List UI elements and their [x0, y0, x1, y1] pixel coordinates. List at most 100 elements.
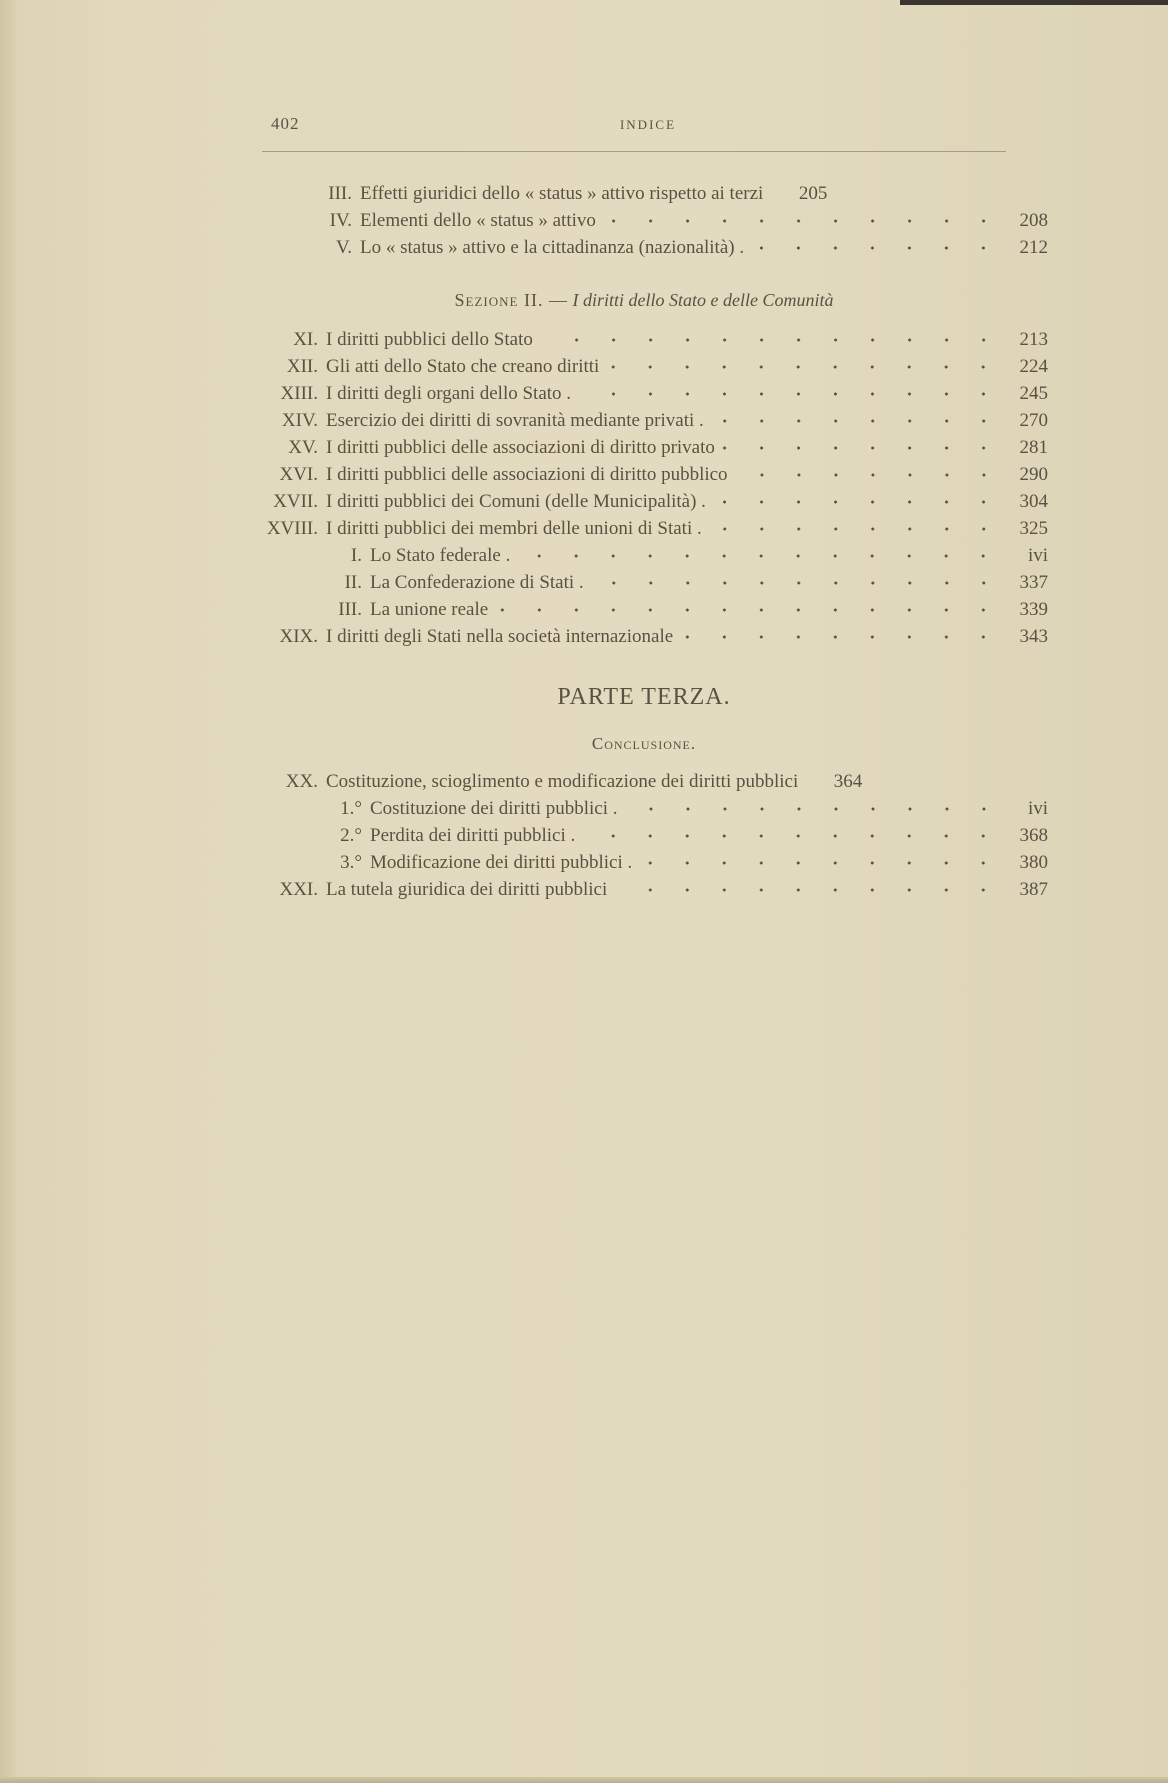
- dot-leader: [607, 353, 1006, 372]
- dot-leader: [615, 876, 1006, 895]
- entry-title: I diritti pubblici delle associazioni di…: [326, 437, 715, 458]
- entry-page: 368: [1019, 825, 1049, 846]
- entry-number: I.: [350, 545, 362, 566]
- entry-title: Costituzione, scioglimento e modificazio…: [326, 771, 799, 792]
- toc-entry: XVI. I diritti pubblici delle associazion…: [240, 461, 1048, 488]
- entry-number: 1.°: [340, 798, 362, 819]
- toc-entry: XI. I diritti pubblici dello Stato 213: [240, 326, 1048, 353]
- dot-leader: [681, 623, 1006, 642]
- dot-leader: [518, 542, 1006, 561]
- dot-leader: [752, 234, 1006, 253]
- entry-title: La unione reale: [370, 599, 489, 620]
- dot-leader: [722, 434, 1006, 453]
- entry-title: Costituzione dei diritti pubblici .: [370, 798, 618, 819]
- toc-entry: XVIII. I diritti pubblici dei membri dell…: [240, 515, 1048, 542]
- page-edge-shadow: [900, 0, 1168, 5]
- entry-number: XVI.: [279, 464, 318, 485]
- entry-page: 290: [1019, 464, 1049, 485]
- toc-entry: 1.° Costituzione dei diritti pubblici . iv…: [240, 795, 1048, 822]
- toc-entry: XIII. I diritti degli organi dello Stato …: [240, 380, 1048, 407]
- toc-entry: XIX. I diritti degli Stati nella società …: [240, 623, 1048, 650]
- toc-entry: XVII. I diritti pubblici dei Comuni (dell…: [240, 488, 1048, 515]
- entry-number: XV.: [288, 437, 318, 458]
- entry-page: 337: [1019, 572, 1049, 593]
- entry-page: 281: [1019, 437, 1049, 458]
- entry-number: XIV.: [281, 410, 318, 431]
- toc-entry: II. La Confederazione di Stati . 337: [240, 569, 1048, 596]
- dot-leader: [806, 768, 820, 787]
- header-rule: [262, 151, 1006, 152]
- dot-leader: [709, 515, 1006, 534]
- part-title: PARTE TERZA.: [557, 684, 731, 710]
- dot-leader: [591, 569, 1006, 588]
- entry-title: Lo Stato federale .: [370, 545, 511, 566]
- dot-leader: [640, 849, 1006, 868]
- entry-title: I diritti pubblici delle associazioni di…: [326, 464, 728, 485]
- entry-title: La tutela giuridica dei diritti pubblici: [326, 879, 608, 900]
- toc-entry: III. La unione reale 339: [240, 596, 1048, 623]
- entry-title: Gli atti dello Stato che creano diritti: [326, 356, 600, 377]
- entry-page: 387: [1019, 879, 1049, 900]
- toc-entry: XXI. La tutela giuridica dei diritti pubb…: [240, 876, 1048, 903]
- entry-number: XI.: [293, 329, 318, 350]
- entry-number: XX.: [285, 771, 318, 792]
- dot-leader: [496, 596, 1006, 615]
- entry-number: XVII.: [273, 491, 318, 512]
- toc-entry: XX. Costituzione, scioglimento e modifica…: [240, 768, 1048, 795]
- entry-title: I diritti degli Stati nella società inte…: [326, 626, 674, 647]
- entry-page: 224: [1019, 356, 1049, 377]
- entry-title: I diritti degli organi dello Stato .: [326, 383, 572, 404]
- toc-entry: XV. I diritti pubblici delle associazioni…: [240, 434, 1048, 461]
- section-label: Sezione II. —: [454, 290, 568, 310]
- dot-leader: [540, 326, 1006, 345]
- entry-title: Perdita dei diritti pubblici .: [370, 825, 576, 846]
- page-bottom-edge: [0, 1777, 1168, 1783]
- toc-entry: V. Lo « status » attivo e la cittadinanza…: [240, 234, 1048, 261]
- entry-title: La Confederazione di Stati .: [370, 572, 584, 593]
- dot-leader: [583, 822, 1006, 841]
- entry-page: 339: [1019, 599, 1049, 620]
- toc-entry: 2.° Perdita dei diritti pubblici . 368: [240, 822, 1048, 849]
- entry-page: 245: [1019, 383, 1049, 404]
- entry-title: Modificazione dei diritti pubblici .: [370, 852, 633, 873]
- entry-title: Elementi dello « status » attivo: [360, 210, 596, 231]
- entry-page: 208: [1019, 210, 1049, 231]
- entry-number: II.: [344, 572, 362, 593]
- entry-title: I diritti pubblici dei Comuni (delle Mun…: [326, 491, 706, 512]
- entry-title: Effetti giuridici dello « status » attiv…: [360, 183, 764, 204]
- toc-entry: IV. Elementi dello « status » attivo 208: [240, 207, 1048, 234]
- toc-entry: III. Effetti giuridici dello « status » a…: [240, 180, 1048, 207]
- toc-entry: XIV. Esercizio dei diritti di sovranità m…: [240, 407, 1048, 434]
- entry-page: ivi: [1027, 798, 1048, 819]
- entry-number: XII.: [286, 356, 318, 377]
- section-heading: Sezione II. — I diritti dello Stato e de…: [240, 290, 1048, 311]
- entry-page: 380: [1019, 852, 1049, 873]
- entry-page: 325: [1019, 518, 1049, 539]
- entry-title: Lo « status » attivo e la cittadinanza (…: [360, 237, 745, 258]
- entry-title: I diritti pubblici dello Stato: [326, 329, 533, 350]
- entry-page: 270: [1019, 410, 1049, 431]
- entry-number: 3.°: [340, 852, 362, 873]
- entry-number: III.: [338, 599, 362, 620]
- entry-page: 212: [1019, 237, 1049, 258]
- entry-number: XIII.: [280, 383, 318, 404]
- entry-page: 205: [798, 183, 828, 204]
- entry-number: XXI.: [279, 879, 318, 900]
- toc-entry: XII. Gli atti dello Stato che creano diri…: [240, 353, 1048, 380]
- entry-number: 2.°: [340, 825, 362, 846]
- dot-leader: [711, 407, 1006, 426]
- dot-leader: [713, 488, 1006, 507]
- toc-entry: 3.° Modificazione dei diritti pubblici . 3…: [240, 849, 1048, 876]
- page-number: 402: [271, 114, 300, 133]
- entry-number: V.: [335, 237, 352, 258]
- dot-leader: [603, 207, 1006, 226]
- entry-title: Esercizio dei diritti di sovranità media…: [326, 410, 704, 431]
- entry-number: XIX.: [279, 626, 318, 647]
- entry-page: 213: [1019, 329, 1049, 350]
- dot-leader: [579, 380, 1006, 399]
- part-subtitle: Conclusione.: [591, 734, 697, 753]
- entry-number: IV.: [329, 210, 352, 231]
- toc-entry: I. Lo Stato federale . ivi: [240, 542, 1048, 569]
- entry-number: XVIII.: [266, 518, 318, 539]
- section-title: I diritti dello Stato e delle Comunità: [572, 290, 834, 310]
